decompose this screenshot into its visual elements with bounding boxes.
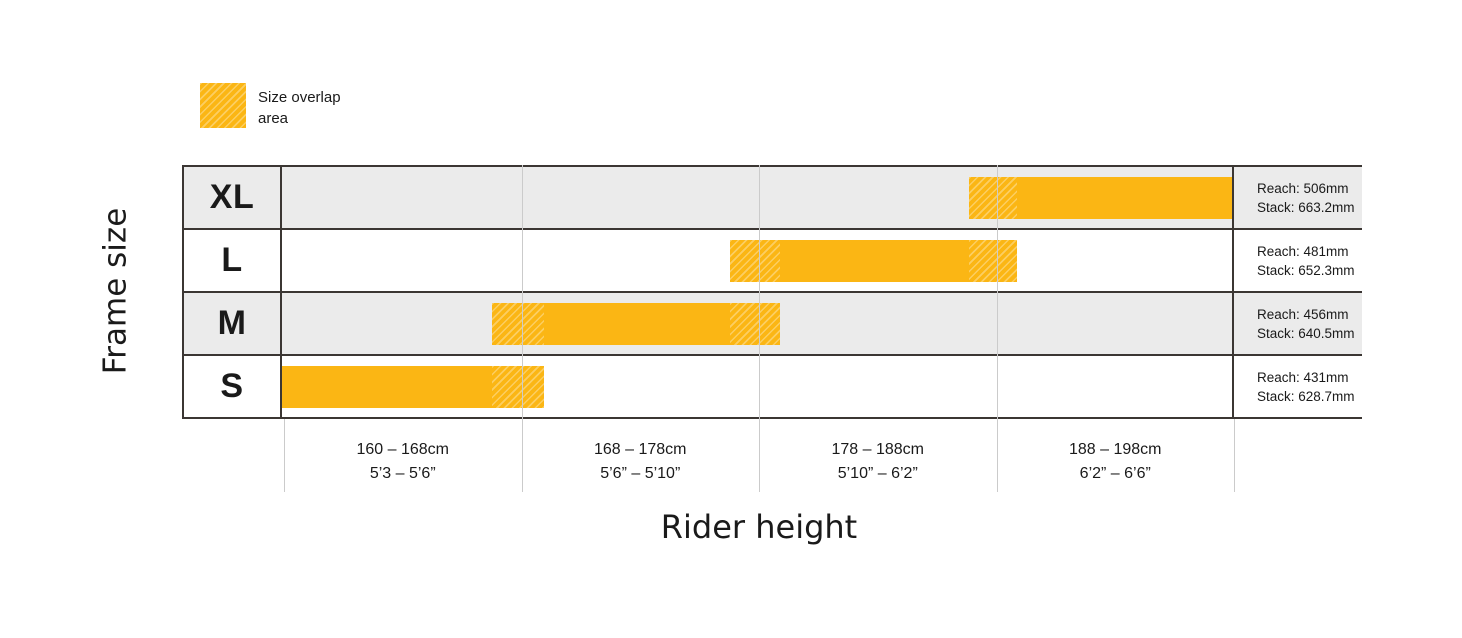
x-tick-4-imperial: 6’2” – 6’6” xyxy=(1079,465,1151,482)
legend-label-line1: Size overlap xyxy=(258,89,341,106)
x-tick-2-cm: 168 – 178cm xyxy=(593,441,687,458)
reach-value-l: Reach: 481mm xyxy=(1257,243,1349,259)
size-label-l: L xyxy=(184,230,282,291)
overlap-hatch xyxy=(968,177,1018,219)
chart-cell-m xyxy=(282,293,1232,354)
reach-value-xl: Reach: 506mm xyxy=(1257,180,1349,196)
x-tick-2-imperial: 5’6” – 5’10” xyxy=(600,465,681,482)
x-tick-3-imperial: 5’10” – 6’2” xyxy=(837,465,918,482)
overlap-hatch xyxy=(491,303,545,345)
x-tick-4-cm: 188 – 198cm xyxy=(1068,441,1162,458)
x-axis-ticks: 160 – 168cm 5’3 – 5’6” 168 – 178cm 5’6” … xyxy=(284,438,1234,486)
legend-label: Size overlap area xyxy=(258,83,341,129)
chart-cell-l xyxy=(282,230,1232,291)
size-bar-l xyxy=(730,240,1018,282)
size-label-m: M xyxy=(184,293,282,354)
stack-value-xl: Stack: 663.2mm xyxy=(1257,199,1355,215)
x-axis-title: Rider height xyxy=(660,508,858,546)
stack-value-l: Stack: 652.3mm xyxy=(1257,262,1355,278)
row-xl: XL Reach: 506mm Stack: 663.2mm xyxy=(184,167,1362,230)
row-m: M Reach: 456mm Stack: 640.5mm xyxy=(184,293,1362,356)
x-tick-1: 160 – 168cm 5’3 – 5’6” xyxy=(284,438,522,486)
gridline-edge-right xyxy=(1234,419,1235,492)
chart-cell-xl xyxy=(282,167,1232,228)
overlap-hatch xyxy=(968,240,1018,282)
legend-label-line2: area xyxy=(258,110,289,127)
overlap-hatch xyxy=(491,366,545,408)
x-tick-3: 178 – 188cm 5’10” – 6’2” xyxy=(759,438,997,486)
reach-value-s: Reach: 431mm xyxy=(1257,369,1349,385)
info-cell-xl: Reach: 506mm Stack: 663.2mm xyxy=(1232,167,1362,228)
legend: Size overlap area xyxy=(200,83,341,129)
size-label-xl: XL xyxy=(184,167,282,228)
size-overlap-swatch-icon xyxy=(200,83,246,128)
info-cell-m: Reach: 456mm Stack: 640.5mm xyxy=(1232,293,1362,354)
overlap-hatch xyxy=(730,240,780,282)
size-label-s: S xyxy=(184,356,282,417)
x-tick-2: 168 – 178cm 5’6” – 5’10” xyxy=(522,438,760,486)
size-bar-m xyxy=(491,303,780,345)
x-tick-4: 188 – 198cm 6’2” – 6’6” xyxy=(997,438,1235,486)
x-tick-3-cm: 178 – 188cm xyxy=(831,441,924,458)
info-cell-l: Reach: 481mm Stack: 652.3mm xyxy=(1232,230,1362,291)
overlap-hatch xyxy=(730,303,780,345)
row-s: S Reach: 431mm Stack: 628.7mm xyxy=(184,356,1362,419)
stack-value-m: Stack: 640.5mm xyxy=(1257,325,1355,341)
x-tick-1-cm: 160 – 168cm xyxy=(356,441,449,458)
chart-cell-s xyxy=(282,356,1232,417)
reach-value-m: Reach: 456mm xyxy=(1257,306,1349,322)
row-l: L Reach: 481mm Stack: 652.3mm xyxy=(184,230,1362,293)
size-table: XL Reach: 506mm Stack: 663.2mm L Reach: … xyxy=(182,165,1362,419)
size-bar-s xyxy=(282,366,545,408)
size-bar-xl xyxy=(968,177,1232,219)
stack-value-s: Stack: 628.7mm xyxy=(1257,388,1355,404)
x-tick-1-imperial: 5’3 – 5’6” xyxy=(369,465,436,482)
y-axis-title: Frame size xyxy=(97,207,133,375)
info-cell-s: Reach: 431mm Stack: 628.7mm xyxy=(1232,356,1362,417)
